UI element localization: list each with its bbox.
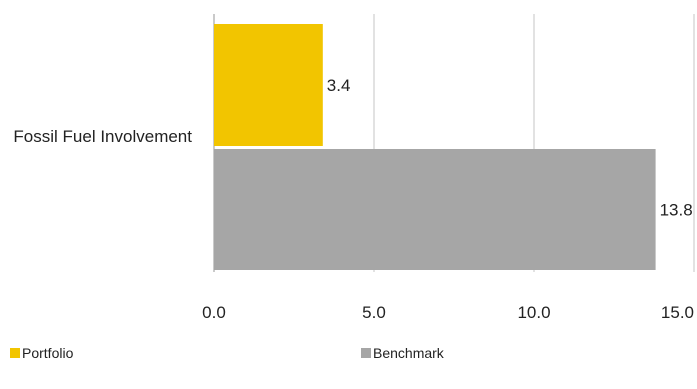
legend-swatch-benchmark xyxy=(361,348,371,358)
x-tick-label-0: 0.0 xyxy=(202,303,226,322)
data-label-portfolio: 3.4 xyxy=(327,76,351,95)
legend-label-portfolio: Portfolio xyxy=(22,345,74,361)
x-tick-label-3: 15.0 xyxy=(661,303,694,322)
data-label-benchmark: 13.8 xyxy=(660,201,693,220)
legend-item-portfolio: Portfolio xyxy=(10,344,73,362)
legend-item-benchmark: Benchmark xyxy=(361,344,444,362)
x-tick-label-2: 10.0 xyxy=(517,303,550,322)
category-label: Fossil Fuel Involvement xyxy=(13,127,192,146)
bar-benchmark xyxy=(214,149,656,270)
x-tick-label-1: 5.0 xyxy=(362,303,386,322)
legend-swatch-portfolio xyxy=(10,348,20,358)
bar-portfolio xyxy=(214,24,323,146)
legend-label-benchmark: Benchmark xyxy=(373,345,444,361)
